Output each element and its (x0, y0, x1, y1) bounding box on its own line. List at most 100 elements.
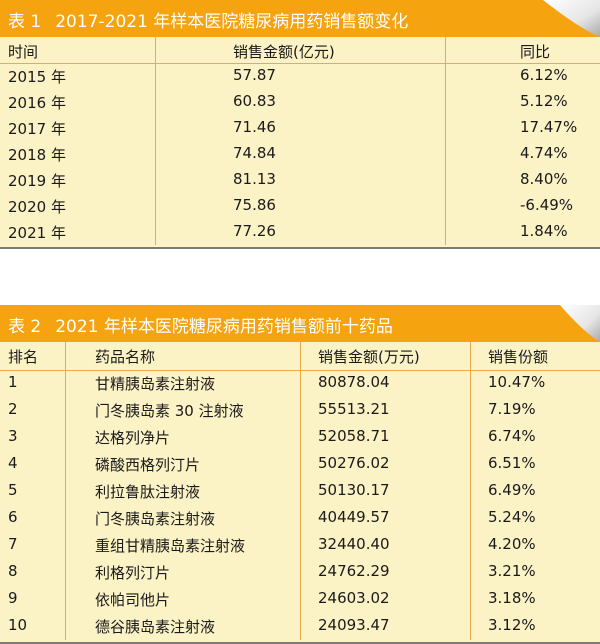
table2-cell: 10 (8, 616, 28, 634)
table-row: 1 甘精胰岛素注射液 80878.04 10.47% (0, 370, 600, 396)
table-row: 5 利拉鲁肽注射液 50130.17 6.49% (0, 478, 600, 504)
table2-cell: 50130.17 (318, 481, 390, 499)
table-2-body: 排名 药品名称 销售金额(万元) 销售份额 1 甘精胰岛素注射液 80878.04 10.47… (0, 342, 600, 644)
table1-cell: 75.86 (233, 196, 276, 214)
table2-cell: 50276.02 (318, 454, 390, 472)
table1-cell: 8.40% (520, 170, 568, 188)
table2-header-cell: 销售份额 (488, 348, 549, 366)
table1-cell: 71.46 (233, 118, 276, 136)
table2-cell: 依帕司他片 (95, 591, 171, 609)
table2-cell: 10.47% (488, 373, 546, 391)
table2-cell: 55513.21 (318, 400, 390, 418)
table2-cell: 3 (8, 427, 18, 445)
table-2-title-background (0, 305, 560, 342)
table2-cell: 利格列汀片 (95, 564, 171, 582)
table2-cell: 6.51% (488, 454, 536, 472)
table-row: 10 德谷胰岛素注射液 24093.47 3.12% (0, 613, 600, 639)
table-row: 2020 年 75.86 -6.49% (0, 193, 600, 219)
table2-cell: 9 (8, 589, 18, 607)
table-2-title: 表 2 2021 年样本医院糖尿病用药销售额前十药品 (8, 312, 393, 337)
table-1-title-bar: 表 1 2017-2021 年样本医院糖尿病用药销售额变化 (0, 0, 600, 37)
table-row: 4 磷酸西格列汀片 50276.02 6.51% (0, 451, 600, 477)
table-row: 2018 年 74.84 4.74% (0, 141, 600, 167)
table-2: 表 2 2021 年样本医院糖尿病用药销售额前十药品 排名 药品名称 销售金额(万元)… (0, 305, 600, 644)
table2-cell: 6 (8, 508, 18, 526)
table2-cell: 1 (8, 373, 18, 391)
table2-cell: 利拉鲁肽注射液 (95, 483, 201, 501)
table1-cell: 5.12% (520, 92, 568, 110)
table-row: 2 门冬胰岛素 30 注射液 55513.21 7.19% (0, 397, 600, 423)
table-row: 2021 年 77.26 1.84% (0, 219, 600, 245)
table2-cell: 2 (8, 400, 18, 418)
table-1-title-number: 表 1 (8, 12, 42, 32)
table1-cell: 2020 年 (8, 198, 66, 216)
table-row: 6 门冬胰岛素注射液 40449.57 5.24% (0, 505, 600, 531)
table-1-title: 表 1 2017-2021 年样本医院糖尿病用药销售额变化 (8, 7, 408, 32)
table2-cell: 24093.47 (318, 616, 390, 634)
table2-column-divider (65, 342, 66, 640)
table2-cell: 24603.02 (318, 589, 390, 607)
table2-cell: 6.74% (488, 427, 536, 445)
table2-cell: 磷酸西格列汀片 (95, 456, 201, 474)
table2-cell: 40449.57 (318, 508, 390, 526)
table-1-body: 时间 销售金额(亿元) 同比 2015 年 57.87 6.12% 2016 年 60.83 5… (0, 37, 600, 249)
table1-cell: 77.26 (233, 222, 276, 240)
table2-column-divider (470, 342, 471, 640)
table1-column-divider (155, 37, 156, 245)
table1-cell: 17.47% (520, 118, 578, 136)
table-1: 表 1 2017-2021 年样本医院糖尿病用药销售额变化 时间 销售金额(亿元) 同… (0, 0, 600, 258)
table2-column-divider (300, 342, 301, 640)
table2-cell: 3.12% (488, 616, 536, 634)
table2-cell: 门冬胰岛素 30 注射液 (95, 402, 244, 420)
table1-cell: 60.83 (233, 92, 276, 110)
table1-header-cell: 同比 (520, 43, 551, 61)
table-2-title-number: 表 2 (8, 317, 42, 337)
table-row: 2015 年 57.87 6.12% (0, 63, 600, 89)
table-1-title-text: 2017-2021 年样本医院糖尿病用药销售额变化 (55, 12, 409, 32)
table2-cell: 6.49% (488, 481, 536, 499)
table2-header-cell: 排名 (8, 348, 39, 366)
table2-cell: 32440.40 (318, 535, 390, 553)
table2-cell: 甘精胰岛素注射液 (95, 375, 216, 393)
table-row: 7 重组甘精胰岛素注射液 32440.40 4.20% (0, 532, 600, 558)
table2-cell: 7 (8, 535, 18, 553)
table2-cell: 7.19% (488, 400, 536, 418)
table2-cell: 5.24% (488, 508, 536, 526)
table1-cell: 4.74% (520, 144, 568, 162)
table-row: 3 达格列净片 52058.71 6.74% (0, 424, 600, 450)
table1-cell: 57.87 (233, 66, 276, 84)
table1-cell: 2019 年 (8, 172, 66, 190)
table2-cell: 3.21% (488, 562, 536, 580)
table1-cell: 2015 年 (8, 68, 66, 86)
page-curl-decoration (560, 305, 600, 342)
table2-cell: 80878.04 (318, 373, 390, 391)
table2-cell: 门冬胰岛素注射液 (95, 510, 216, 528)
table2-cell: 8 (8, 562, 18, 580)
table1-cell: 2017 年 (8, 120, 66, 138)
table1-cell: -6.49% (520, 196, 574, 214)
table2-header-cell: 药品名称 (95, 348, 156, 366)
table-1-title-background (0, 0, 543, 37)
table1-cell: 6.12% (520, 66, 568, 84)
table-2-title-text: 2021 年样本医院糖尿病用药销售额前十药品 (55, 317, 393, 337)
table2-cell: 4.20% (488, 535, 536, 553)
table2-cell: 3.18% (488, 589, 536, 607)
table1-cell: 74.84 (233, 144, 276, 162)
table1-column-divider (445, 37, 446, 245)
table1-cell: 2016 年 (8, 94, 66, 112)
table-row: 9 依帕司他片 24603.02 3.18% (0, 586, 600, 612)
page-curl-decoration (543, 0, 600, 37)
table-row: 2017 年 71.46 17.47% (0, 115, 600, 141)
table2-cell: 52058.71 (318, 427, 390, 445)
table2-cell: 4 (8, 454, 18, 472)
table2-cell: 5 (8, 481, 18, 499)
table2-cell: 德谷胰岛素注射液 (95, 618, 216, 636)
table-row: 8 利格列汀片 24762.29 3.21% (0, 559, 600, 585)
table1-header-row: 时间 销售金额(亿元) 同比 (0, 37, 600, 63)
table-2-title-bar: 表 2 2021 年样本医院糖尿病用药销售额前十药品 (0, 305, 600, 342)
table2-cell: 达格列净片 (95, 429, 171, 447)
table1-header-cell: 时间 (8, 43, 39, 61)
table-row: 2019 年 81.13 8.40% (0, 167, 600, 193)
table-row: 2016 年 60.83 5.12% (0, 89, 600, 115)
table1-cell: 1.84% (520, 222, 568, 240)
